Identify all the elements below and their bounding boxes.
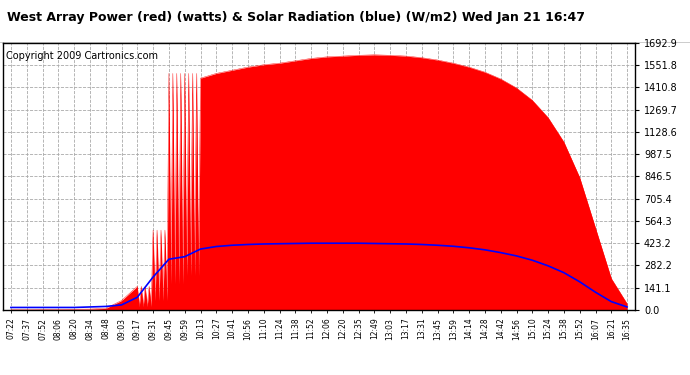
Text: Copyright 2009 Cartronics.com: Copyright 2009 Cartronics.com [6,51,158,61]
Text: West Array Power (red) (watts) & Solar Radiation (blue) (W/m2) Wed Jan 21 16:47: West Array Power (red) (watts) & Solar R… [7,11,585,24]
